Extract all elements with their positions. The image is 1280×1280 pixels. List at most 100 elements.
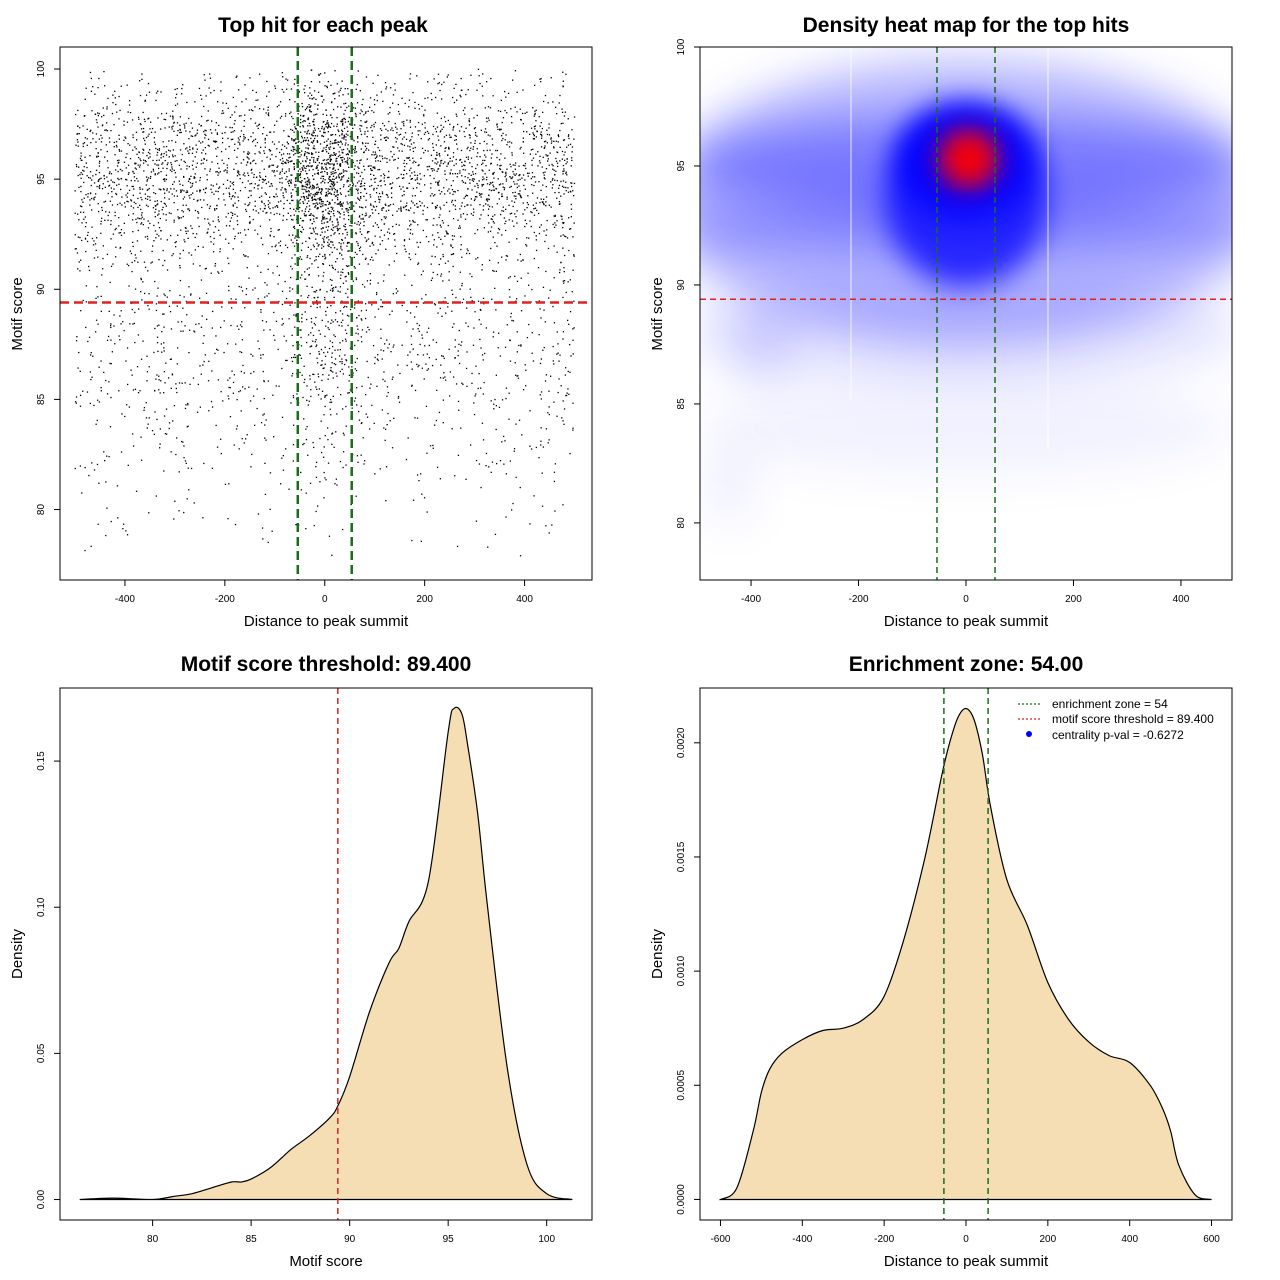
data-point xyxy=(322,203,324,205)
data-point xyxy=(194,135,196,137)
data-point xyxy=(481,185,483,187)
data-point xyxy=(339,252,341,254)
data-point xyxy=(315,345,317,348)
data-point xyxy=(119,339,121,341)
data-point xyxy=(450,244,452,246)
data-point xyxy=(292,148,295,150)
data-point xyxy=(178,471,180,473)
data-point xyxy=(328,178,330,180)
data-point xyxy=(156,151,159,154)
data-point xyxy=(333,152,335,154)
data-point xyxy=(419,343,421,346)
data-point xyxy=(229,387,231,389)
data-point xyxy=(333,181,335,183)
data-point xyxy=(423,175,425,177)
data-point xyxy=(412,162,414,164)
data-point xyxy=(422,213,424,215)
data-point xyxy=(79,370,81,372)
data-point xyxy=(337,210,339,213)
data-point xyxy=(161,351,163,353)
data-point xyxy=(505,96,507,98)
data-point xyxy=(498,406,501,408)
data-point xyxy=(489,259,491,261)
data-point xyxy=(452,180,454,182)
data-point xyxy=(314,113,317,116)
data-point xyxy=(509,141,511,143)
data-point xyxy=(323,216,326,218)
data-point xyxy=(311,263,313,265)
data-point xyxy=(469,273,471,275)
data-point xyxy=(373,187,375,190)
data-point xyxy=(322,374,324,376)
data-point xyxy=(267,268,269,270)
data-point xyxy=(359,199,361,201)
data-point xyxy=(175,246,177,248)
data-point xyxy=(181,440,183,443)
data-point xyxy=(325,126,327,128)
data-point xyxy=(249,202,251,204)
data-point xyxy=(325,168,327,170)
data-point xyxy=(120,177,123,180)
data-point xyxy=(254,229,256,231)
data-point xyxy=(156,325,159,327)
data-point xyxy=(101,209,103,211)
data-point xyxy=(363,195,365,197)
data-point xyxy=(417,246,419,248)
data-point xyxy=(127,383,129,386)
data-point xyxy=(336,413,338,415)
data-point xyxy=(476,155,478,158)
data-point xyxy=(562,331,565,333)
data-point xyxy=(393,233,395,235)
data-point xyxy=(93,404,95,407)
data-point xyxy=(344,338,347,340)
data-point xyxy=(452,218,455,220)
data-point xyxy=(158,148,161,150)
data-point xyxy=(420,157,422,159)
data-point xyxy=(252,89,254,92)
data-point xyxy=(403,136,405,138)
data-point xyxy=(258,124,260,126)
data-point xyxy=(215,424,217,427)
data-point xyxy=(290,192,292,194)
data-point xyxy=(312,121,314,123)
data-point xyxy=(286,159,288,161)
data-point xyxy=(180,159,182,161)
data-point xyxy=(308,400,310,402)
data-point xyxy=(97,323,99,325)
data-point xyxy=(479,204,481,206)
data-point xyxy=(322,159,324,162)
data-point xyxy=(376,94,378,96)
data-point xyxy=(374,181,376,183)
data-point xyxy=(261,160,263,162)
data-point xyxy=(247,172,249,174)
data-point xyxy=(129,100,131,102)
data-point xyxy=(482,439,485,441)
data-point xyxy=(427,169,429,171)
data-point xyxy=(105,144,107,146)
data-point xyxy=(232,138,234,140)
data-point xyxy=(262,538,264,540)
data-point xyxy=(493,403,495,405)
data-point xyxy=(268,165,270,167)
data-point xyxy=(450,184,452,187)
data-point xyxy=(379,155,381,157)
data-point xyxy=(442,255,444,258)
data-point xyxy=(162,188,165,190)
data-point xyxy=(320,420,322,422)
data-point xyxy=(93,240,95,242)
data-point xyxy=(172,183,174,185)
data-point xyxy=(331,319,333,321)
y-axis-label: Motif score xyxy=(9,277,26,350)
data-point xyxy=(164,294,166,297)
data-point xyxy=(332,377,334,379)
data-point xyxy=(336,160,338,162)
data-point xyxy=(385,88,387,90)
data-point xyxy=(201,206,203,209)
data-point xyxy=(562,247,564,249)
data-point xyxy=(524,179,526,181)
data-point xyxy=(374,143,376,146)
data-point xyxy=(483,178,485,180)
data-point xyxy=(431,364,434,367)
data-point xyxy=(234,235,236,238)
data-point xyxy=(303,88,305,90)
